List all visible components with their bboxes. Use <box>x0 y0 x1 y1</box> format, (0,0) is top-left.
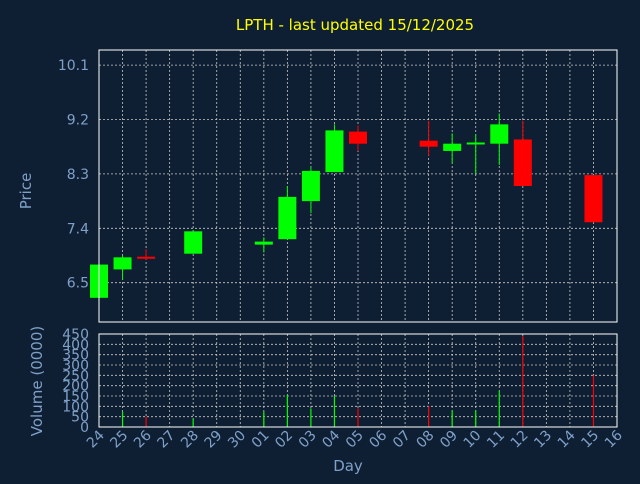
candle-body <box>113 257 132 270</box>
x-axis-label: Day <box>333 457 363 475</box>
candle-body <box>184 231 203 254</box>
candle-body <box>490 124 509 144</box>
volume-axis-label: Volume (0000) <box>28 326 46 436</box>
candle-body <box>419 140 438 147</box>
price-tick-label: 10.1 <box>58 58 89 74</box>
price-tick-label: 7.4 <box>67 221 89 237</box>
price-tick-label: 6.5 <box>67 276 89 292</box>
volume-tick-label: 50 <box>71 410 89 426</box>
volume-tick-label: 350 <box>62 348 89 364</box>
candle-body <box>443 143 462 151</box>
candle-body <box>278 196 297 240</box>
volume-tick-label: 100 <box>62 399 89 415</box>
volume-tick-label: 450 <box>62 327 89 343</box>
price-panel: 10.1 9.2 8.3 7.4 6.5 <box>58 49 618 323</box>
candle-body <box>301 170 320 202</box>
price-tick-label: 9.2 <box>67 113 89 129</box>
volume-panel-border <box>98 333 618 428</box>
candle-body <box>466 142 485 145</box>
volume-tick-label: 150 <box>62 389 89 405</box>
chart-title: LPTH - last updated 15/12/2025 <box>236 16 474 34</box>
candle-body <box>584 175 603 223</box>
volume-tick-label: 300 <box>62 358 89 374</box>
volume-tick-label: 250 <box>62 368 89 384</box>
volume-tick-label: 400 <box>62 337 89 353</box>
candle-body <box>325 130 344 173</box>
volume-tick-label: 0 <box>80 420 89 436</box>
candle-body <box>349 131 367 144</box>
candle-body <box>254 241 273 245</box>
price-tick-label: 8.3 <box>67 167 89 183</box>
candle-body <box>513 139 532 186</box>
price-axis-label: Price <box>17 173 35 210</box>
volume-tick-label: 200 <box>62 379 89 395</box>
x-axis-labels: 24 25 26 27 28 29 30 01 02 03 04 05 06 07 08 09 10 11 12 13… <box>84 427 626 451</box>
price-panel-border <box>98 49 618 323</box>
candle-body <box>137 256 156 259</box>
